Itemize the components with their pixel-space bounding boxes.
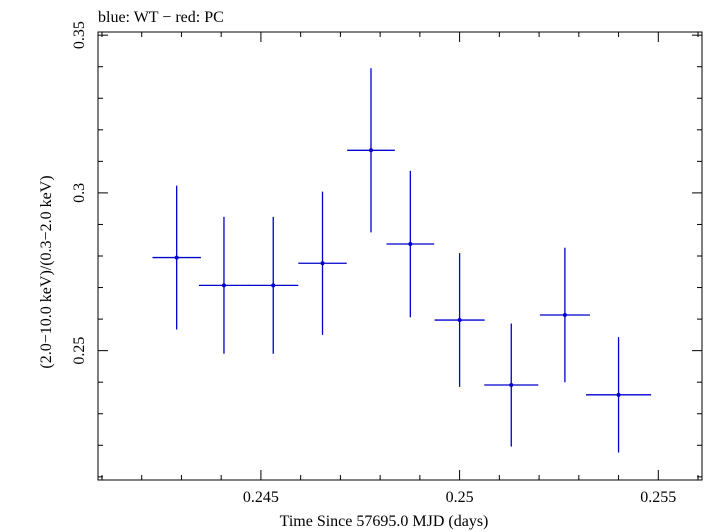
y-tick-label: 0.25 bbox=[71, 337, 88, 365]
data-point bbox=[221, 283, 226, 288]
y-tick-label: 0.3 bbox=[71, 183, 88, 203]
chart-title: blue: WT − red: PC bbox=[98, 9, 224, 26]
x-tick-label: 0.25 bbox=[446, 489, 474, 506]
data-point bbox=[509, 383, 514, 388]
data-point bbox=[408, 242, 413, 247]
x-tick-label: 0.255 bbox=[640, 489, 676, 506]
x-tick-label: 0.245 bbox=[243, 489, 279, 506]
data-point bbox=[271, 283, 276, 288]
axis-ticks: 0.245 0.25 0.255 0.25 0.3 0.35 bbox=[71, 21, 702, 506]
data-point bbox=[174, 255, 179, 260]
y-axis-label: (2.0−10.0 keV)/(0.3−2.0 keV) bbox=[38, 175, 55, 368]
data-point bbox=[320, 261, 325, 266]
plot-frame bbox=[97, 31, 703, 481]
data-point bbox=[457, 318, 462, 323]
x-axis-label: Time Since 57695.0 MJD (days) bbox=[280, 513, 489, 530]
data-point bbox=[562, 312, 567, 317]
y-tick-label: 0.35 bbox=[71, 21, 88, 49]
data-marks bbox=[152, 68, 652, 453]
data-point bbox=[368, 148, 373, 153]
data-point bbox=[616, 392, 621, 397]
